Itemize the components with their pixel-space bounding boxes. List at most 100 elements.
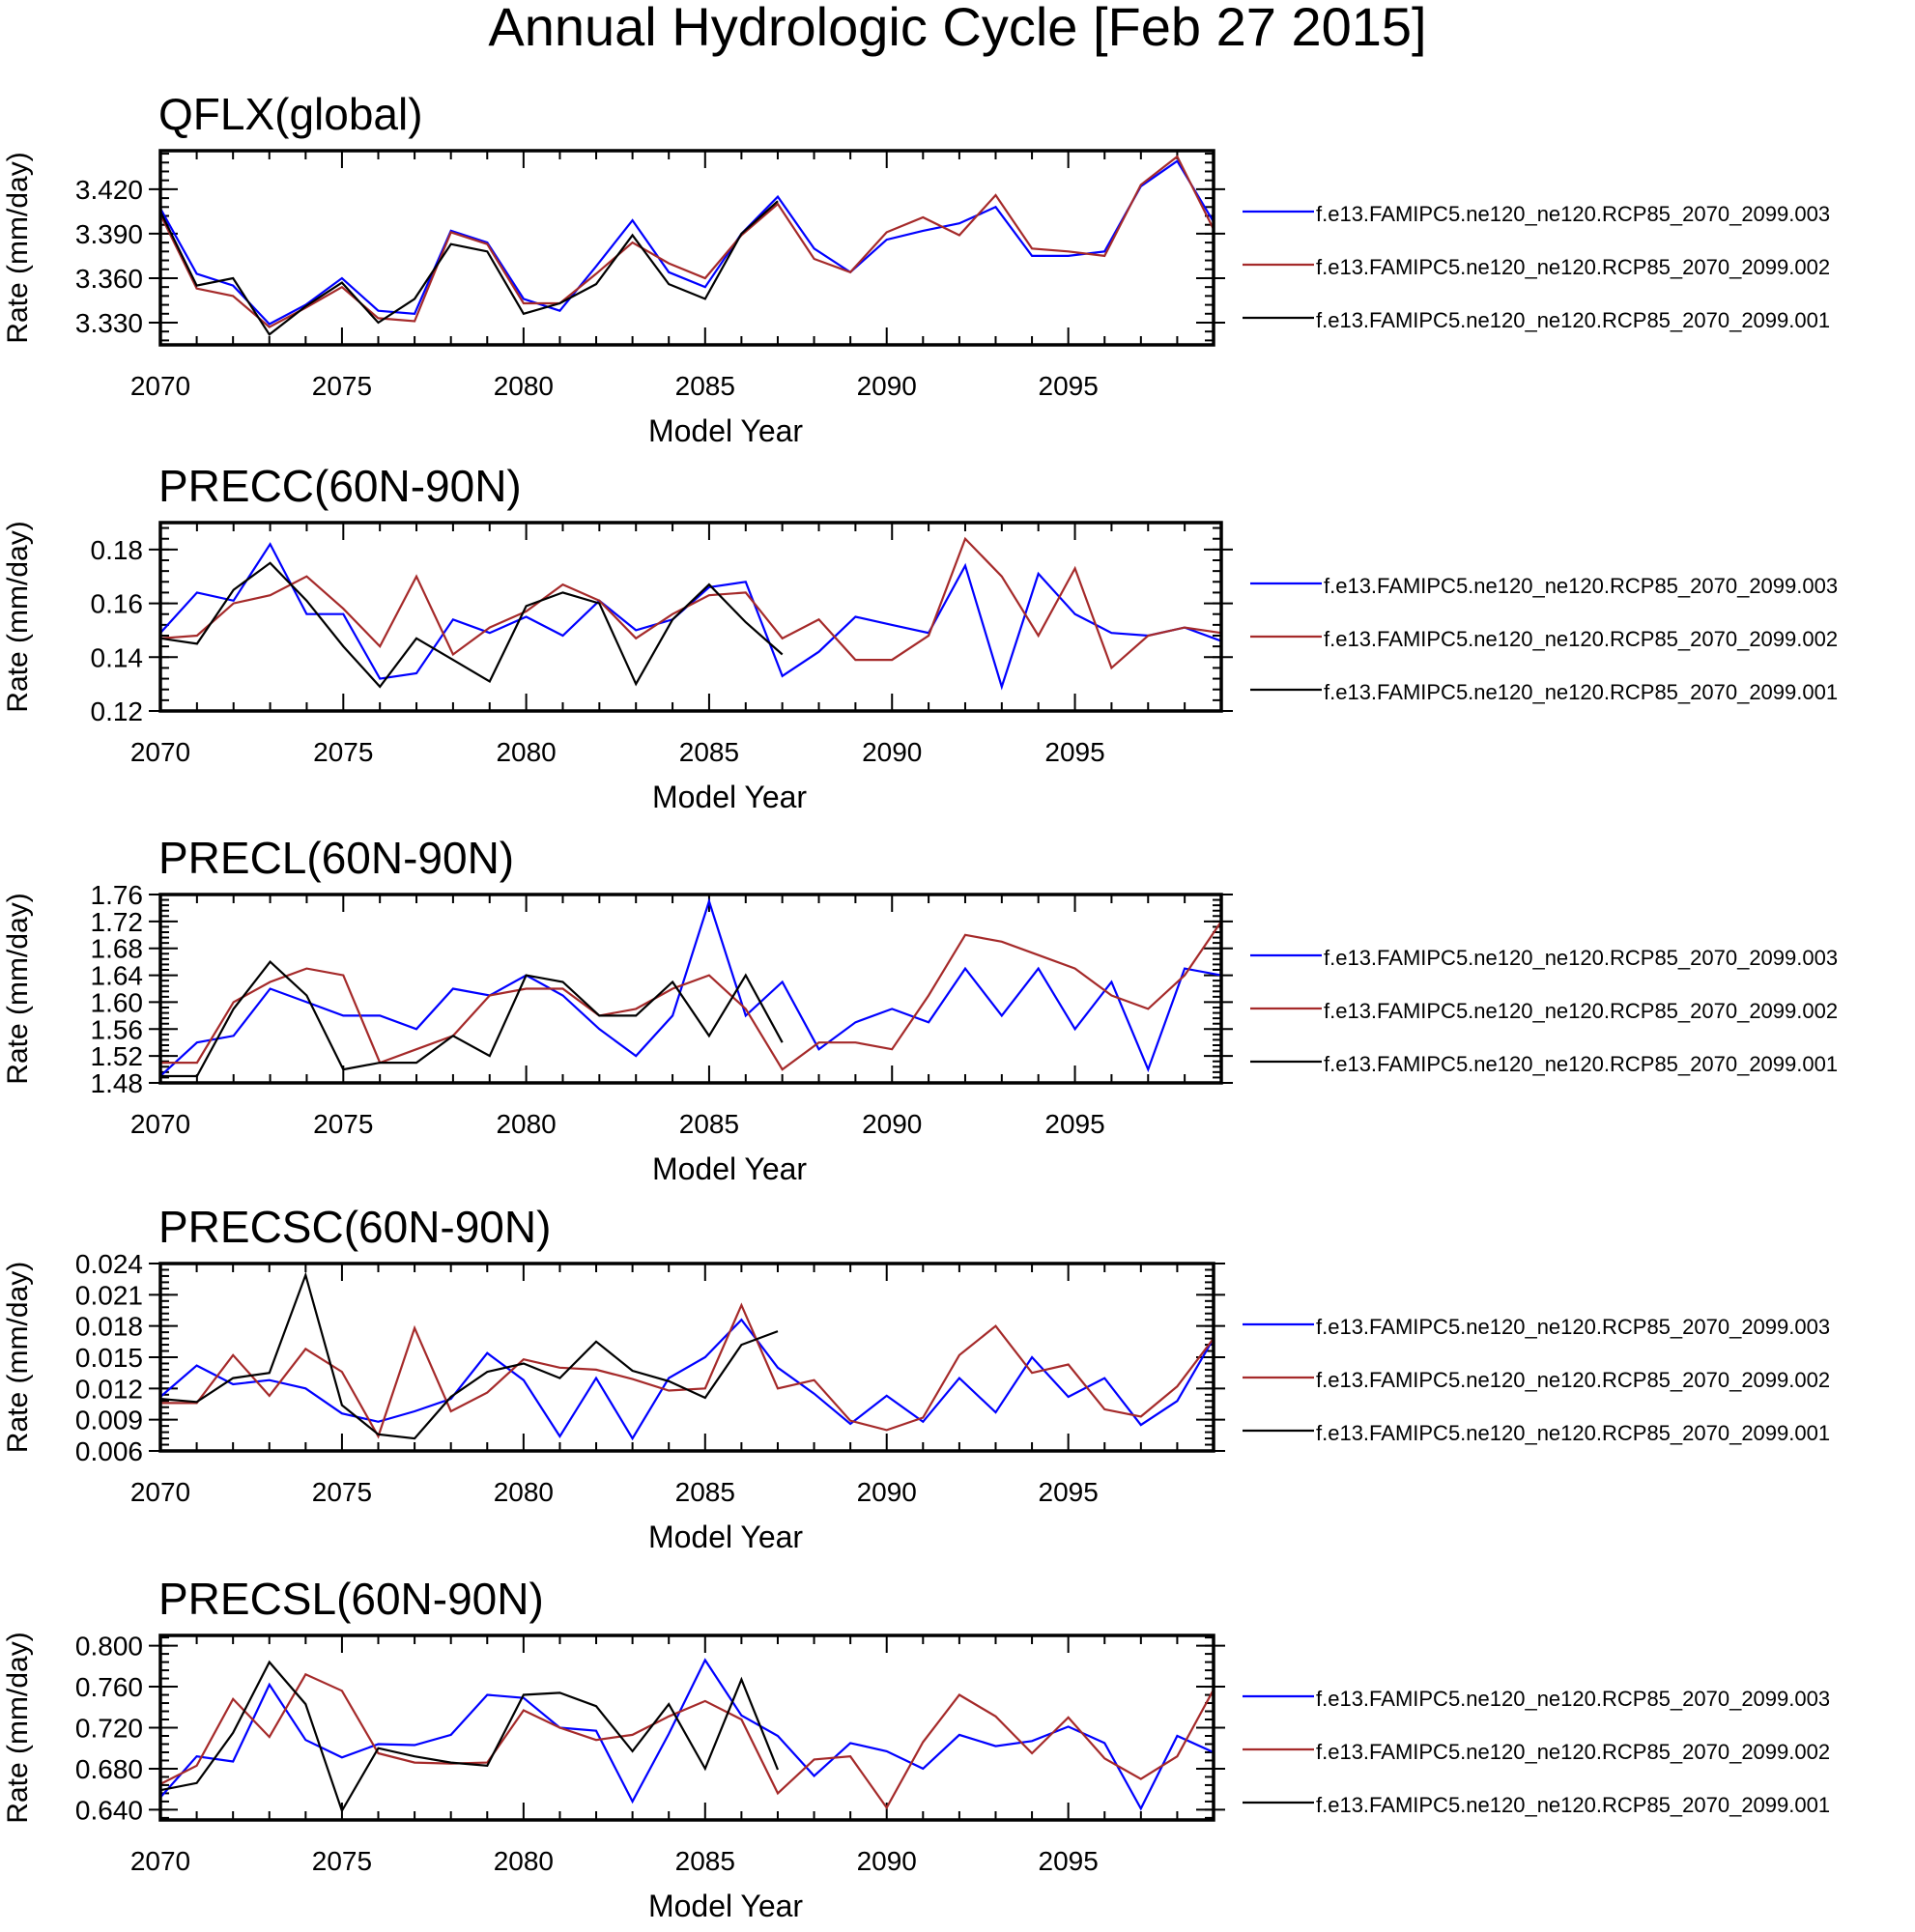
y-tick-label: 1.72 xyxy=(91,907,144,937)
legend-label-2: f.e13.FAMIPC5.ne120_ne120.RCP85_2070_209… xyxy=(1316,1740,1830,1764)
series-line-3 xyxy=(160,561,784,689)
chart-panel-2: PRECC(60N-90N) 2070 2075 2080 2085 2090 2095 0.… xyxy=(2,461,1838,814)
y-tick-label: 0.16 xyxy=(91,589,144,619)
y-axis-label: Rate (mm/day) xyxy=(2,521,34,712)
legend-label-1: f.e13.FAMIPC5.ne120_ne120.RCP85_2070_209… xyxy=(1316,1315,1830,1339)
chart-panel-4: PRECSC(60N-90N) 2070 2075 2080 2085 2090 2095 0… xyxy=(2,1202,1830,1554)
y-tick-label: 0.024 xyxy=(75,1249,143,1279)
y-tick-label: 1.56 xyxy=(91,1014,144,1044)
x-axis-label: Model Year xyxy=(652,780,807,814)
x-tick-label: 2070 xyxy=(130,1477,190,1507)
x-tick-label: 2095 xyxy=(1039,1846,1099,1876)
series-line-1 xyxy=(160,1658,1214,1811)
y-tick-label: 0.012 xyxy=(75,1374,143,1404)
y-tick-label: 3.360 xyxy=(75,264,143,294)
x-tick-label: 2070 xyxy=(130,1109,190,1139)
x-tick-label: 2090 xyxy=(862,737,922,767)
y-tick-label: 3.330 xyxy=(75,308,143,338)
y-tick-label: 0.12 xyxy=(91,696,144,726)
y-tick-label: 1.68 xyxy=(91,934,144,964)
series-line-3 xyxy=(160,1271,779,1440)
legend-label-3: f.e13.FAMIPC5.ne120_ne120.RCP85_2070_209… xyxy=(1324,1052,1838,1076)
x-tick-label: 2090 xyxy=(857,1477,917,1507)
chart-title: PRECC(60N-90N) xyxy=(158,461,522,511)
series-line-3 xyxy=(160,1660,780,1814)
y-tick-label: 0.720 xyxy=(75,1714,143,1744)
legend-label-2: f.e13.FAMIPC5.ne120_ne120.RCP85_2070_209… xyxy=(1316,255,1830,279)
y-tick-label: 0.760 xyxy=(75,1672,143,1702)
x-axis-label: Model Year xyxy=(648,1520,803,1554)
y-tick-label: 1.76 xyxy=(91,880,144,910)
x-tick-label: 2090 xyxy=(857,371,917,401)
plot-frame xyxy=(158,1634,1215,1822)
x-tick-label: 2095 xyxy=(1039,371,1099,401)
series-line-3 xyxy=(160,959,784,1078)
plot-frame xyxy=(158,1262,1215,1453)
y-axis-label: Rate (mm/day) xyxy=(2,152,34,343)
y-tick-label: 0.680 xyxy=(75,1754,143,1784)
x-tick-label: 2095 xyxy=(1044,1109,1104,1139)
plot-frame xyxy=(158,149,1215,347)
x-tick-label: 2080 xyxy=(494,1477,554,1507)
series-line-1 xyxy=(160,159,1214,326)
x-tick-label: 2080 xyxy=(496,737,556,767)
chart-title: PRECSL(60N-90N) xyxy=(158,1574,544,1624)
y-tick-label: 0.009 xyxy=(75,1406,143,1435)
x-tick-label: 2085 xyxy=(679,1109,739,1139)
legend-label-2: f.e13.FAMIPC5.ne120_ne120.RCP85_2070_209… xyxy=(1324,999,1838,1023)
x-tick-label: 2070 xyxy=(130,737,190,767)
legend-label-1: f.e13.FAMIPC5.ne120_ne120.RCP85_2070_209… xyxy=(1324,574,1838,598)
y-tick-label: 0.800 xyxy=(75,1632,143,1662)
y-tick-label: 0.015 xyxy=(75,1343,143,1373)
y-axis-label: Rate (mm/day) xyxy=(2,893,34,1084)
x-axis-label: Model Year xyxy=(648,413,803,448)
y-tick-label: 0.018 xyxy=(75,1312,143,1342)
x-tick-label: 2075 xyxy=(312,371,372,401)
x-tick-label: 2075 xyxy=(313,1109,373,1139)
y-tick-label: 0.18 xyxy=(91,535,144,565)
chart-title: QFLX(global) xyxy=(158,89,423,139)
x-tick-label: 2080 xyxy=(496,1109,556,1139)
legend-label-3: f.e13.FAMIPC5.ne120_ne120.RCP85_2070_209… xyxy=(1316,308,1830,332)
x-tick-label: 2085 xyxy=(675,1846,735,1876)
legend-label-1: f.e13.FAMIPC5.ne120_ne120.RCP85_2070_209… xyxy=(1316,1687,1830,1711)
y-tick-label: 0.021 xyxy=(75,1280,143,1310)
x-tick-label: 2080 xyxy=(494,371,554,401)
series-line-2 xyxy=(160,536,1221,670)
y-axis-label: Rate (mm/day) xyxy=(2,1632,34,1823)
y-tick-label: 0.14 xyxy=(91,642,144,672)
y-axis-label: Rate (mm/day) xyxy=(2,1262,34,1453)
x-tick-label: 2075 xyxy=(313,737,373,767)
series-line-2 xyxy=(160,921,1221,1071)
chart-panel-1: QFLX(global) 2070 2075 2080 2085 2090 2095 3.33… xyxy=(2,89,1830,448)
chart-panel-5: PRECSL(60N-90N) 2070 2075 2080 2085 2090 2095 0… xyxy=(2,1574,1830,1923)
y-tick-label: 1.48 xyxy=(91,1068,144,1098)
x-axis-label: Model Year xyxy=(648,1889,803,1923)
x-tick-label: 2085 xyxy=(675,371,735,401)
figure-title: Annual Hydrologic Cycle [Feb 27 2015] xyxy=(488,0,1427,57)
series-line-1 xyxy=(160,1318,1214,1441)
y-tick-label: 0.640 xyxy=(75,1795,143,1825)
y-tick-label: 1.52 xyxy=(91,1041,144,1071)
x-tick-label: 2070 xyxy=(130,1846,190,1876)
legend-label-3: f.e13.FAMIPC5.ne120_ne120.RCP85_2070_209… xyxy=(1316,1421,1830,1445)
chart-title: PRECSC(60N-90N) xyxy=(158,1202,551,1252)
x-tick-label: 2090 xyxy=(857,1846,917,1876)
legend-label-1: f.e13.FAMIPC5.ne120_ne120.RCP85_2070_209… xyxy=(1316,202,1830,226)
x-tick-label: 2075 xyxy=(312,1477,372,1507)
x-tick-label: 2085 xyxy=(675,1477,735,1507)
legend-label-3: f.e13.FAMIPC5.ne120_ne120.RCP85_2070_209… xyxy=(1324,680,1838,704)
y-tick-label: 3.420 xyxy=(75,175,143,205)
y-tick-label: 1.64 xyxy=(91,961,144,991)
chart-title: PRECL(60N-90N) xyxy=(158,833,514,883)
series-line-2 xyxy=(160,155,1214,328)
series-line-1 xyxy=(160,897,1221,1077)
legend-label-2: f.e13.FAMIPC5.ne120_ne120.RCP85_2070_209… xyxy=(1324,627,1838,651)
x-axis-label: Model Year xyxy=(652,1151,807,1186)
series-line-2 xyxy=(160,1302,1214,1439)
y-tick-label: 1.60 xyxy=(91,987,144,1017)
legend-label-1: f.e13.FAMIPC5.ne120_ne120.RCP85_2070_209… xyxy=(1324,946,1838,970)
x-tick-label: 2085 xyxy=(679,737,739,767)
